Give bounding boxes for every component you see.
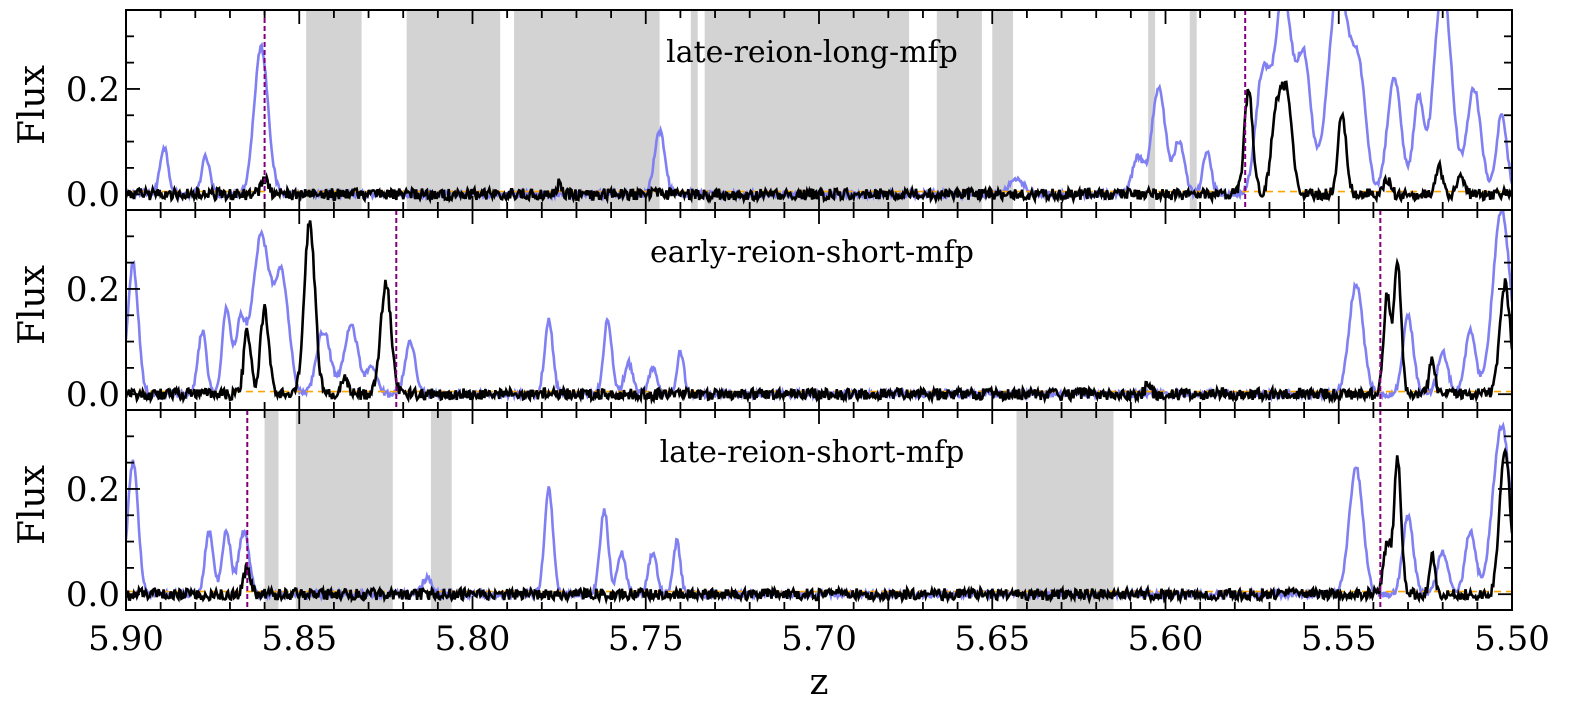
x-tick-label: 5.60 — [1128, 619, 1204, 659]
x-tick-label: 5.65 — [954, 619, 1030, 659]
panel-title: late-reion-long-mfp — [666, 35, 958, 70]
plot-area — [126, 10, 1512, 210]
panel-title: early-reion-short-mfp — [650, 235, 974, 270]
x-tick-label: 5.50 — [1474, 619, 1550, 659]
masked-region — [1148, 10, 1156, 210]
panel-2: 0.0 0.2 Flux early-reion-short-mfp — [12, 209, 1513, 415]
y-tick-label: 0.0 — [66, 375, 120, 415]
panels-layer: 0.0 0.2 Flux late-reion-long-mfp 0.0 0.2 Flux e… — [12, 9, 1513, 615]
y-tick-label: 0.0 — [66, 175, 120, 215]
panel-1: 0.0 0.2 Flux late-reion-long-mfp — [12, 9, 1513, 215]
y-tick-label: 0.2 — [66, 470, 120, 510]
x-tick-label: 5.90 — [88, 619, 164, 659]
panel-3: 0.0 0.2 Flux late-reion-short-mfp — [12, 409, 1513, 615]
masked-region — [295, 410, 393, 610]
masked-region — [514, 10, 660, 210]
y-tick-label: 0.2 — [66, 70, 120, 110]
masked-region — [936, 10, 982, 210]
y-tick-label: 0.0 — [66, 575, 120, 615]
masked-region — [430, 410, 452, 610]
panel-title: late-reion-short-mfp — [660, 435, 965, 470]
masked-region — [306, 10, 362, 210]
observed-flux-line — [126, 220, 1512, 405]
masked-region — [1016, 410, 1114, 610]
y-axis-label: Flux — [12, 465, 53, 545]
x-axis-label: z — [810, 662, 829, 703]
masked-region — [992, 10, 1014, 210]
y-tick-label: 0.2 — [66, 270, 120, 310]
plot-area — [126, 210, 1512, 410]
observed-flux-line — [126, 80, 1512, 205]
plot-area — [126, 410, 1512, 610]
x-tick-label: 5.70 — [781, 619, 857, 659]
observed-flux-line — [126, 447, 1512, 605]
x-tick-label: 5.75 — [608, 619, 684, 659]
masked-region — [264, 410, 279, 610]
x-tick-label: 5.80 — [435, 619, 511, 659]
x-tick-label: 5.85 — [261, 619, 337, 659]
masked-region — [406, 10, 501, 210]
y-axis-label: Flux — [12, 65, 53, 145]
masked-region — [704, 10, 910, 210]
masked-region — [690, 10, 698, 210]
y-axis-label: Flux — [12, 265, 53, 345]
x-tick-label: 5.55 — [1301, 619, 1377, 659]
masked-region — [1189, 10, 1197, 210]
x-axis: 5.90 5.85 5.80 5.75 5.70 5.65 5.60 5.55 5.50 z — [88, 619, 1550, 703]
